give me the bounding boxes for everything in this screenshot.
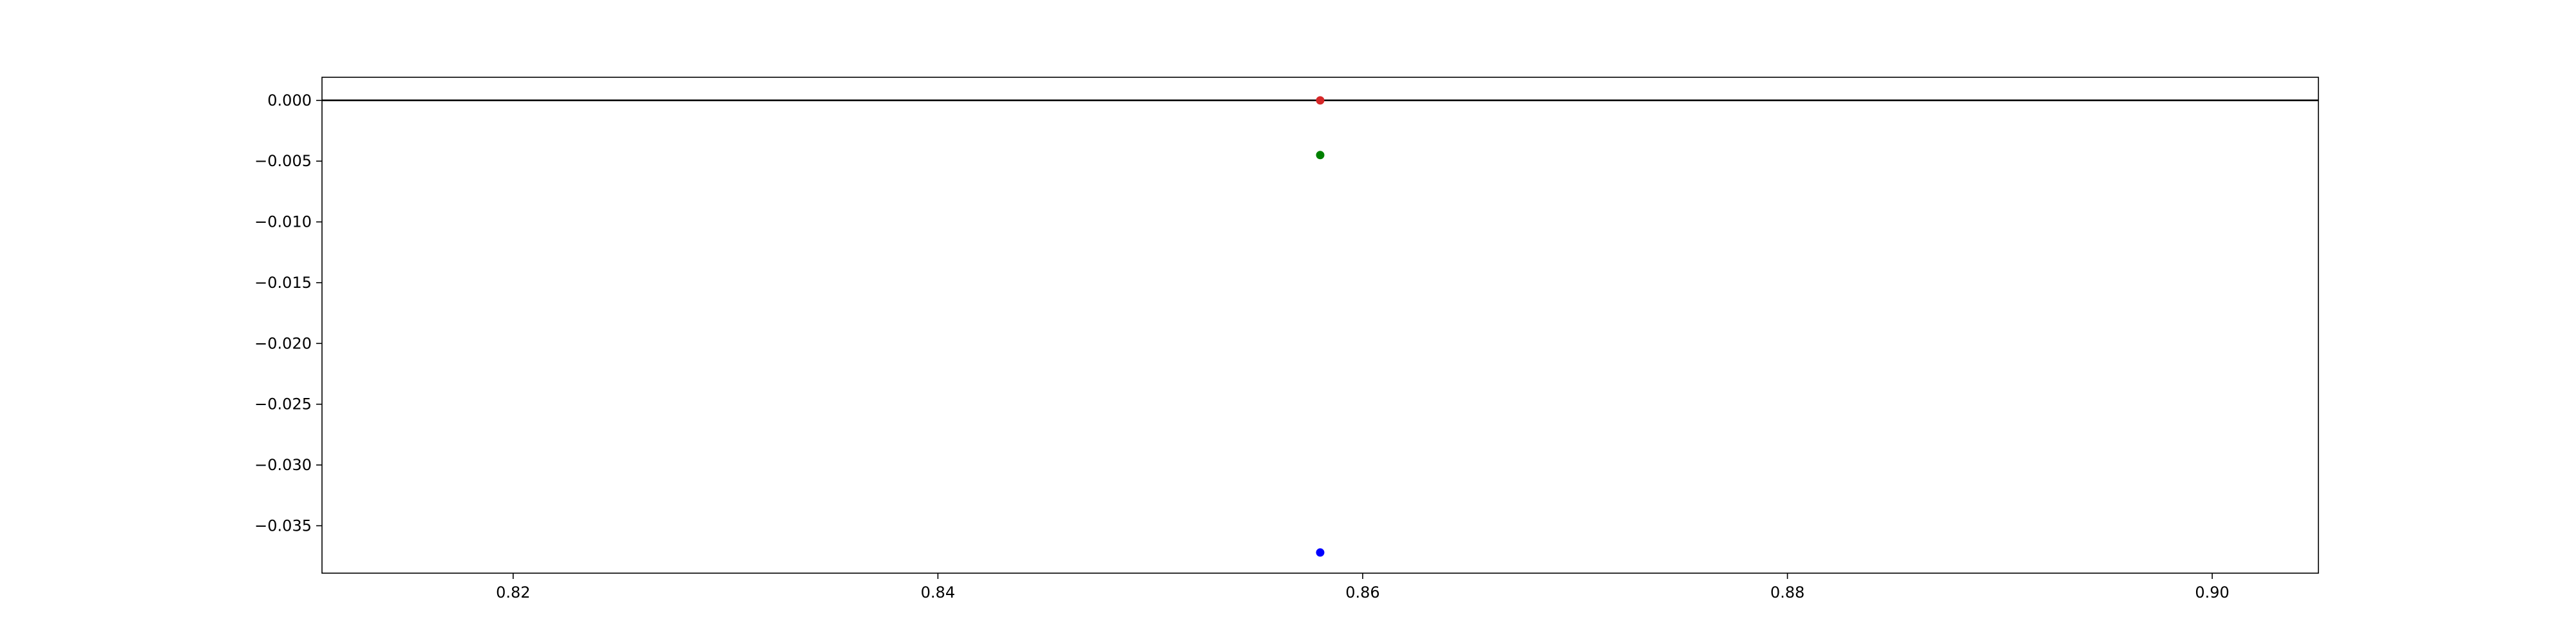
y-tick-label: −0.010 bbox=[254, 213, 312, 231]
y-tick-label: −0.020 bbox=[254, 334, 312, 352]
x-tick-label: 0.86 bbox=[1345, 583, 1379, 601]
y-axis: 0.000 −0.005 −0.010 −0.015 −0.020 −0.025 −0.03… bbox=[254, 91, 322, 535]
x-tick-label: 0.90 bbox=[2195, 583, 2229, 601]
x-tick-label: 0.88 bbox=[1770, 583, 1804, 601]
x-tick-label: 0.82 bbox=[496, 583, 530, 601]
axes-frame bbox=[321, 77, 2319, 574]
y-tick-label: 0.000 bbox=[267, 91, 312, 109]
y-tick-label: −0.035 bbox=[254, 516, 312, 535]
x-axis: 0.82 0.84 0.86 0.88 0.90 bbox=[496, 573, 2230, 601]
y-tick-label: −0.005 bbox=[254, 152, 312, 170]
data-point-2 bbox=[1316, 151, 1325, 160]
y-tick-label: −0.015 bbox=[254, 274, 312, 292]
data-point-1 bbox=[1316, 96, 1325, 105]
data-point-3 bbox=[1316, 548, 1325, 557]
y-tick-label: −0.025 bbox=[254, 395, 312, 413]
y-tick-label: −0.030 bbox=[254, 456, 312, 474]
x-tick-label: 0.84 bbox=[921, 583, 955, 601]
plot-area bbox=[322, 96, 2318, 557]
